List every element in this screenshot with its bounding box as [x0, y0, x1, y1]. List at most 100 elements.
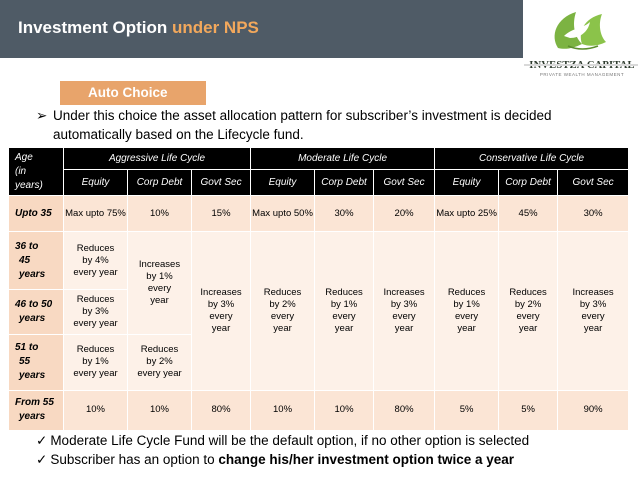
cell-line: every [270, 311, 295, 323]
table-cell: Max upto 25% [434, 195, 500, 233]
group-header-moderate: Moderate Life Cycle [250, 146, 436, 171]
table-cell: Increases by 3% every year [190, 231, 252, 391]
cell-line: every [454, 311, 479, 323]
subheader-equity: Equity [250, 169, 316, 197]
cell-line: every [516, 311, 540, 323]
arrow-bullet-icon: ➢ [36, 108, 48, 123]
dove-leaf-icon [554, 12, 606, 50]
cell-line: Increases [138, 258, 181, 270]
row-label-line: 46 to 50 [15, 299, 53, 311]
cell-line: by 3% [207, 299, 235, 311]
table-cell: 10% [250, 389, 316, 432]
table-cell: Max upto 50% [250, 195, 316, 233]
subheader-corp-debt: Corp Debt [127, 169, 192, 197]
subheader-govt-sec: Govt Sec [373, 169, 436, 197]
table-cell: Reduces by 2% every year [250, 231, 316, 391]
section-label-box: Auto Choice [60, 81, 206, 105]
cell-line: by 3% [390, 299, 418, 311]
section-label: Auto Choice [88, 85, 168, 100]
cell-line: year [394, 323, 414, 335]
row-label-line: years [19, 268, 46, 280]
logo-tagline: PRIVATE WEALTH MANAGEMENT [539, 72, 625, 77]
cell-line: every [581, 311, 605, 323]
cell-line: by 4% [82, 254, 109, 266]
table-cell: Reduces by 1% every year [434, 231, 500, 391]
cell-line: Reduces [263, 287, 302, 299]
cell-line: year [457, 323, 476, 335]
table-cell: 30% [557, 195, 630, 233]
cell-line: Reduces [509, 287, 547, 299]
table-cell: Reduces by 2% every year [498, 231, 559, 391]
table-cell: 45% [498, 195, 559, 233]
table-cell: 80% [190, 389, 252, 432]
cell-line: year [518, 323, 538, 335]
cell-line: year [211, 323, 231, 335]
table-row: 46 to 50 years Reduces by 3% every year [8, 289, 629, 335]
age-header-line: (in [15, 165, 27, 177]
row-label-line: 45 [19, 254, 31, 266]
table-cell: 10% [63, 389, 128, 432]
page-title-accent: under NPS [171, 18, 259, 37]
intro-text: Under this choice the asset allocation p… [53, 108, 552, 142]
table-row: 36 to 45 years Reduces by 4% every year … [8, 231, 630, 391]
cell-line: Reduces [140, 344, 179, 356]
row-label-line: 36 to [15, 240, 39, 252]
title-bar: Investment Option under NPS [0, 0, 523, 58]
cell-line: by 2% [514, 299, 542, 311]
cell-line: year [334, 323, 354, 335]
table-cell: 90% [557, 389, 630, 432]
row-label: 51 to 55 years [8, 333, 64, 391]
cell-line: every year [137, 368, 182, 380]
table-row: From 55 years 10% 10% 80% 10% 10% 80% 5%… [8, 389, 630, 432]
cell-line: Reduces [76, 242, 115, 254]
table-cell: Increases by 3% every year [557, 231, 630, 391]
row-label: From 55 years [8, 389, 64, 432]
table-cell: 10% [127, 389, 192, 432]
table-row: 51 to 55 years Reduces by 1% every year … [8, 333, 629, 391]
table-cell: 20% [373, 195, 436, 233]
cell-line: every year [73, 318, 118, 330]
cell-line: Increases [383, 287, 425, 299]
lifecycle-allocation-table: Age (in years) Aggressive Life Cycle Mod… [8, 146, 630, 432]
cell-line: by 1% [82, 356, 109, 368]
table-cell: 80% [373, 389, 436, 432]
page-title-main: Investment Option [18, 18, 168, 37]
cell-line: by 3% [579, 299, 607, 311]
table-cell: 30% [314, 195, 375, 233]
row-label-line: years [19, 313, 46, 325]
row-label: Upto 35 [8, 195, 64, 233]
cell-line: Reduces [325, 287, 363, 299]
table-cell: Reduces by 4% every year [63, 231, 128, 291]
cell-line: Increases [572, 287, 614, 299]
table-cell: 10% [314, 389, 375, 432]
cell-line: every year [73, 266, 118, 278]
age-header: Age (in years) [8, 146, 64, 197]
footer-note-emphasis: change his/her investment option twice a… [218, 452, 515, 467]
page-title: Investment Option under NPS [18, 18, 259, 38]
subheader-equity: Equity [434, 169, 500, 197]
age-header-line: years) [15, 179, 43, 191]
row-label-line: years [19, 370, 46, 382]
table-cell: Reduces by 3% every year [63, 289, 128, 335]
subheader-govt-sec: Govt Sec [190, 169, 252, 197]
cell-line: every [332, 311, 356, 323]
cell-line: by 1% [146, 270, 173, 282]
subheader-govt-sec: Govt Sec [557, 169, 630, 197]
cell-line: year [273, 323, 292, 335]
cell-line: Reduces [76, 294, 115, 306]
cell-line: year [150, 294, 169, 306]
table-cell: Reduces by 2% every year [127, 333, 192, 391]
table-cell: 5% [498, 389, 559, 432]
footer-note-text: Subscriber has an option to [50, 452, 219, 467]
row-label: 36 to 45 years [8, 231, 64, 291]
subheader-equity: Equity [63, 169, 128, 197]
subheader-corp-debt: Corp Debt [314, 169, 375, 197]
table-cell: Max upto 75% [63, 195, 128, 233]
group-header-aggressive: Aggressive Life Cycle [62, 146, 252, 171]
table-cell: Increases by 1% every year [127, 231, 192, 335]
table-cell: 15% [190, 195, 252, 233]
cell-line: Increases [200, 287, 242, 299]
table-cell: Reduces by 1% every year [314, 231, 375, 391]
table-cell: 10% [127, 195, 192, 233]
footer-notes: ✓ Moderate Life Cycle Fund will be the de… [36, 431, 529, 469]
